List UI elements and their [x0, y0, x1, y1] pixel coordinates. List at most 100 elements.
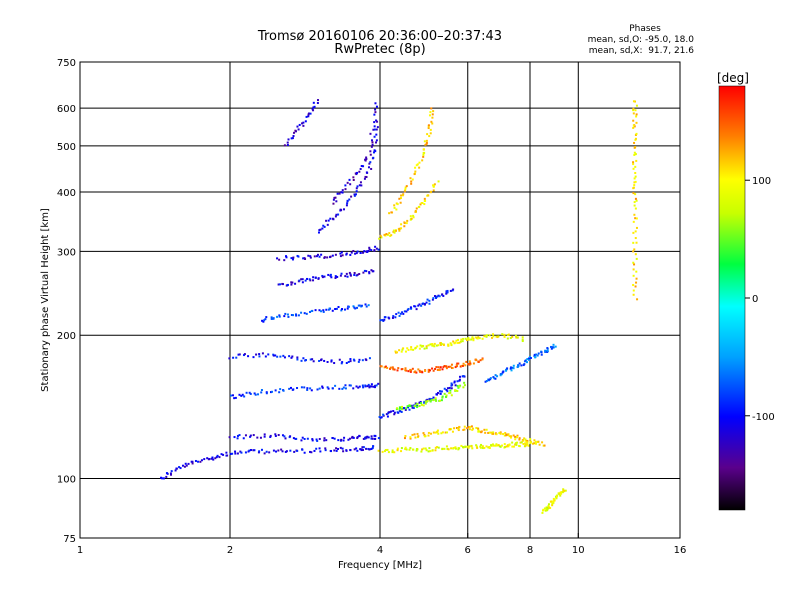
data-point	[297, 255, 300, 258]
data-point	[313, 105, 316, 108]
data-point	[360, 304, 363, 307]
data-point	[405, 310, 408, 313]
data-point	[403, 225, 406, 228]
data-point	[309, 450, 312, 453]
data-point	[364, 158, 367, 161]
data-point	[396, 449, 399, 452]
data-point	[425, 143, 428, 146]
data-point	[454, 341, 457, 344]
data-point	[433, 295, 436, 298]
data-point	[327, 273, 330, 276]
data-point	[393, 231, 396, 234]
data-point	[330, 276, 333, 279]
data-point	[249, 434, 252, 437]
data-point	[378, 415, 381, 418]
data-point	[635, 115, 638, 118]
data-point	[276, 315, 279, 318]
data-point	[312, 101, 315, 104]
data-point	[327, 219, 330, 222]
y-tick-label: 600	[57, 104, 76, 115]
data-point	[526, 441, 529, 444]
data-point	[362, 165, 365, 168]
data-point	[409, 368, 412, 371]
data-point	[311, 438, 314, 441]
data-point	[401, 408, 404, 411]
data-point	[411, 406, 414, 409]
data-point	[554, 345, 557, 348]
data-point	[197, 460, 200, 463]
data-point	[523, 360, 526, 363]
data-point	[482, 447, 485, 450]
data-point	[458, 385, 461, 388]
data-point	[436, 430, 439, 433]
data-point	[633, 248, 636, 251]
data-point	[418, 405, 421, 408]
data-point	[339, 255, 342, 258]
data-point	[332, 202, 335, 205]
data-point	[370, 435, 373, 438]
data-point	[499, 431, 502, 434]
data-point	[556, 495, 559, 498]
data-point	[328, 307, 331, 310]
data-point	[399, 201, 402, 204]
data-point	[449, 365, 452, 368]
data-point	[413, 405, 416, 408]
data-point	[304, 258, 307, 261]
data-point	[415, 164, 418, 167]
data-point	[409, 215, 412, 218]
data-point	[635, 217, 638, 220]
data-point	[334, 277, 337, 280]
data-point	[353, 194, 356, 197]
data-point	[293, 450, 296, 453]
data-point	[412, 216, 415, 219]
data-point	[316, 439, 319, 442]
data-point	[433, 342, 436, 345]
data-point	[344, 184, 347, 187]
data-point	[544, 507, 547, 510]
data-point	[491, 336, 494, 339]
data-point	[633, 100, 636, 103]
data-point	[517, 364, 520, 367]
data-point	[348, 198, 351, 201]
data-point	[315, 447, 318, 450]
data-point	[463, 428, 466, 431]
data-point	[440, 399, 443, 402]
data-point	[492, 444, 495, 447]
data-point	[295, 314, 298, 317]
data-point	[426, 133, 429, 136]
data-point	[431, 449, 434, 452]
data-point	[413, 173, 416, 176]
data-point	[544, 509, 547, 512]
data-point	[632, 161, 635, 164]
data-point	[634, 207, 637, 210]
data-point	[469, 425, 472, 428]
data-point	[231, 452, 234, 455]
data-point	[483, 446, 486, 449]
data-point	[414, 346, 417, 349]
data-point	[422, 404, 425, 407]
data-point	[353, 306, 356, 309]
data-point	[375, 139, 378, 142]
data-point	[419, 400, 422, 403]
data-point	[358, 435, 361, 438]
data-point	[415, 449, 418, 452]
data-point	[392, 367, 395, 370]
data-point	[498, 445, 501, 448]
y-tick-label: 75	[63, 534, 76, 545]
x-tick-label: 16	[674, 545, 687, 556]
data-point	[245, 391, 248, 394]
data-point	[402, 407, 405, 410]
colorbar-label: [deg]	[717, 71, 749, 85]
data-point	[285, 450, 288, 453]
data-point	[549, 506, 552, 509]
data-point	[422, 155, 425, 158]
data-point	[331, 254, 334, 257]
data-point	[290, 283, 293, 286]
data-point	[394, 350, 397, 353]
data-point	[522, 442, 525, 445]
data-point	[459, 340, 462, 343]
data-point	[258, 450, 261, 453]
data-point	[321, 386, 324, 389]
data-point	[402, 347, 405, 350]
data-point	[397, 411, 400, 414]
